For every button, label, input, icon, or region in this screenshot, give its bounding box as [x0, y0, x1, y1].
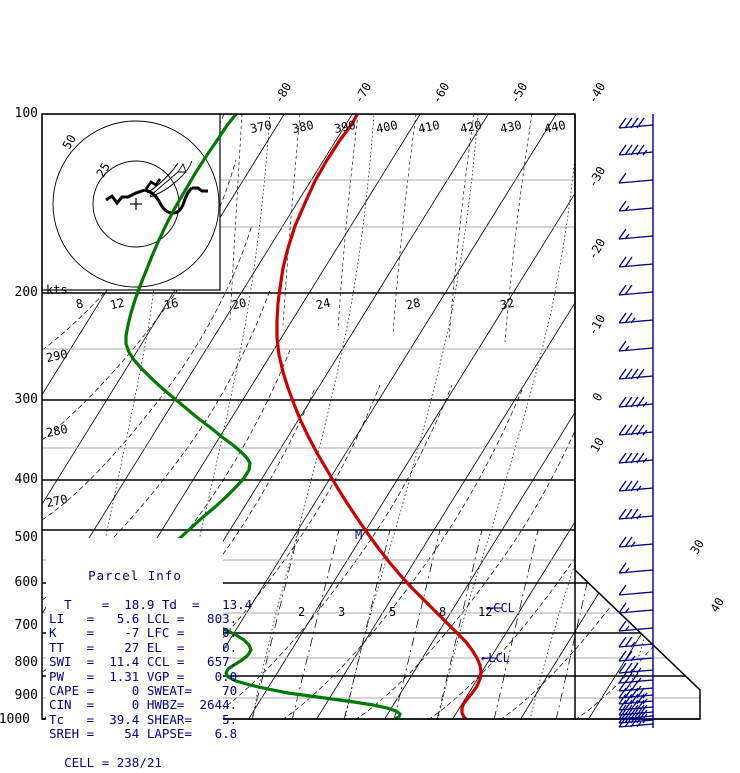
level-markers	[482, 607, 502, 659]
pressure-tick-1000: 1000	[0, 712, 30, 727]
pressure-tick-300: 300	[14, 392, 38, 407]
dewpoint-curve	[124, 114, 402, 720]
hodograph-arrow-head	[149, 162, 187, 197]
mixing-ratio-label-12: 12	[478, 605, 493, 619]
hodograph-trace-left	[105, 188, 146, 206]
ccl-label: CCL	[493, 601, 515, 615]
temperature-curve	[275, 114, 483, 720]
mid-level-marker: M	[355, 528, 363, 542]
ccl-arrow-icon: ←	[486, 601, 494, 615]
pressure-tick-400: 400	[14, 472, 38, 487]
mixing-ratio-label-3: 3	[338, 605, 346, 619]
mixing-ratio-label-5: 5	[389, 605, 397, 619]
pressure-tick-900: 900	[14, 688, 38, 703]
pressure-tick-700: 700	[14, 618, 38, 633]
wind-scale-12: 12	[108, 295, 126, 313]
pressure-tick-600: 600	[14, 575, 38, 590]
parcel-info-rows: T = 18.9 Td = 13.4 LI = 5.6 LCL = 803. K…	[49, 596, 253, 742]
pressure-tick-500: 500	[14, 530, 38, 545]
lcl-annotation: ←LCL	[481, 651, 510, 665]
wind-scale-32: 32	[498, 295, 516, 313]
hodograph-trace-hi	[144, 178, 162, 190]
pressure-tick-800: 800	[14, 655, 38, 670]
wind-barbs	[618, 117, 654, 728]
lcl-label: LCL	[488, 651, 510, 665]
ccl-annotation: ←CCL	[486, 601, 515, 615]
wind-barb-column	[618, 114, 654, 728]
pressure-tick-100: 100	[14, 106, 38, 121]
plot-frame	[41, 113, 701, 720]
hodograph-frame	[41, 113, 221, 291]
wind-scale-unit-label: kts	[46, 283, 68, 297]
parcel-info-cell: CELL = 238/21	[64, 755, 162, 771]
wind-scale-24: 24	[314, 295, 332, 313]
parcel-info-title: Parcel Info	[88, 567, 182, 583]
mixing-ratio-label-8: 8	[439, 605, 447, 619]
hodograph-trace-tail	[192, 186, 208, 193]
mixing-ratio-label-2: 2	[298, 605, 306, 619]
theta-e-lines	[229, 114, 533, 343]
wind-scale-20: 20	[230, 295, 248, 313]
pressure-tick-200: 200	[14, 285, 38, 300]
hodograph-storm-vector	[149, 160, 193, 198]
sounding-traces	[124, 114, 483, 720]
wind-scale-16: 16	[162, 295, 180, 313]
hodograph	[41, 113, 221, 291]
parcel-info-box: Parcel Info T = 18.9 Td = 13.4 LI = 5.6 …	[46, 538, 252, 773]
hodograph-ring-outer	[52, 120, 220, 288]
lcl-arrow-icon: ←	[481, 651, 489, 665]
wind-scale-28: 28	[404, 295, 422, 313]
